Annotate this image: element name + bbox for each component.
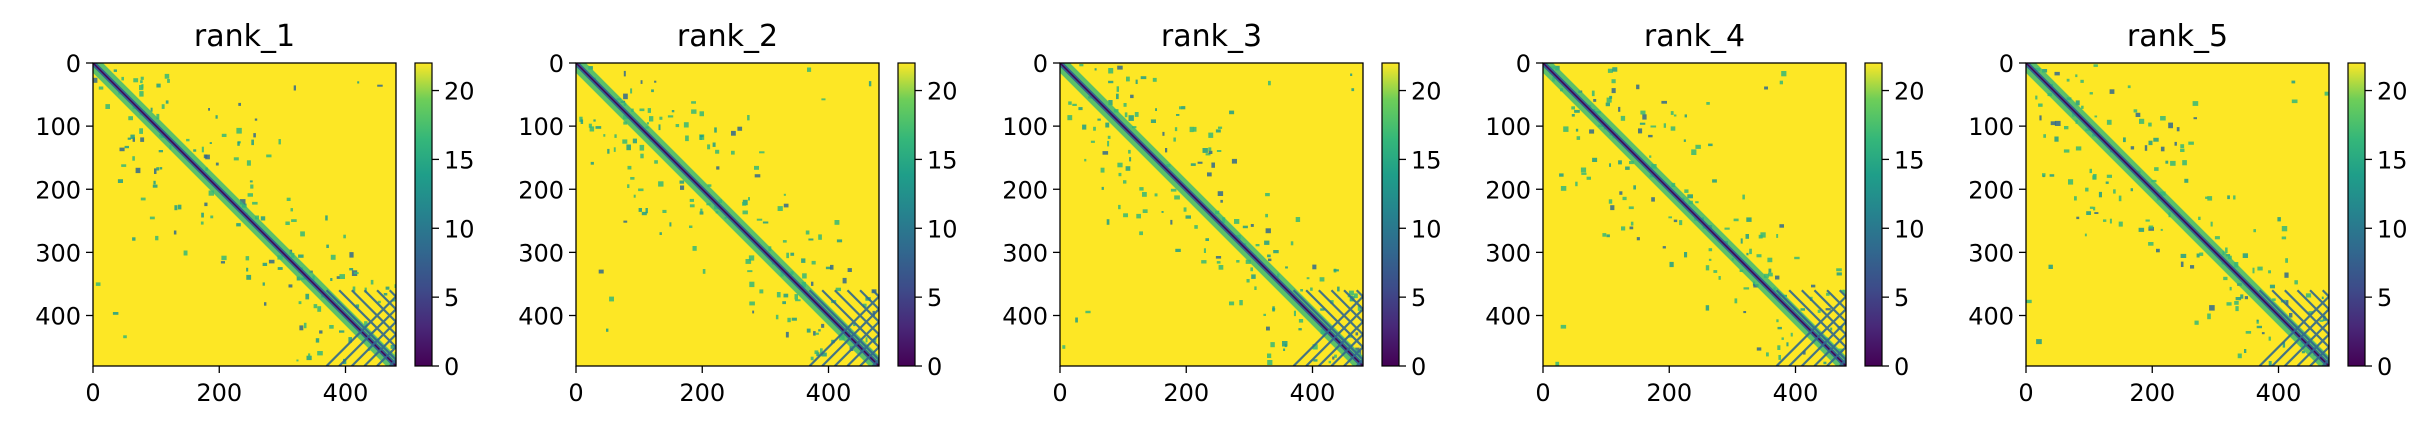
colorbar-tick-label: 15 [1894, 146, 1925, 174]
y-tick-label: 0 [1999, 50, 2014, 78]
colorbar-tick-label: 0 [444, 353, 459, 381]
heatmap-panel-5: rank_5 0 200 400 0 100 200 300 400 0 5 10 15 20 [1968, 19, 2407, 407]
colorbar-tick-label: 15 [444, 146, 475, 174]
x-tick-label: 400 [1290, 379, 1336, 407]
chart-title: rank_4 [1644, 19, 1745, 54]
colorbar-tick-label: 20 [1894, 78, 1925, 106]
chart-title: rank_5 [2127, 19, 2228, 54]
y-tick-label: 0 [1033, 50, 1048, 78]
y-tick-label: 0 [549, 50, 564, 78]
chart-title: rank_3 [1161, 19, 1262, 54]
heatmap-panel-1: rank_1 0 200 400 0 100 200 300 400 0 5 10 15 20 [35, 19, 474, 407]
x-tick-label: 0 [85, 379, 100, 407]
y-tick-label: 300 [35, 239, 81, 267]
axes-frame [1059, 62, 1364, 367]
crosshatch-region [808, 289, 879, 366]
crosshatch-region [325, 289, 396, 366]
y-tick-label: 100 [1002, 113, 1048, 141]
colorbar-tick-label: 15 [2377, 146, 2408, 174]
colorbar-tick-label: 20 [2377, 78, 2408, 106]
chart-title: rank_1 [194, 19, 295, 54]
crosshatch-region [2258, 289, 2329, 366]
crosshatch-region [1775, 289, 1846, 366]
crosshatch-region [1292, 289, 1363, 366]
x-tick-label: 0 [1535, 379, 1550, 407]
x-tick-label: 0 [2018, 379, 2033, 407]
x-tick-label: 200 [2129, 379, 2175, 407]
colorbar [1381, 62, 1400, 367]
x-tick-label: 400 [1773, 379, 1819, 407]
heatmap-content [2026, 63, 2329, 366]
colorbar-tick-label: 0 [1894, 353, 1909, 381]
colorbar-tick-label: 5 [2377, 284, 2392, 312]
heatmap-panel-2: rank_2 0 200 400 0 100 200 300 400 0 5 10 15 20 [518, 19, 957, 407]
x-tick-label: 0 [1052, 379, 1067, 407]
colorbar [897, 62, 916, 367]
colorbar-tick-label: 0 [2377, 353, 2392, 381]
x-tick-label: 400 [2256, 379, 2302, 407]
y-tick-label: 300 [1002, 239, 1048, 267]
axes-frame [575, 62, 880, 367]
heatmap-content [1060, 63, 1363, 366]
colorbar-tick-label: 15 [1411, 146, 1442, 174]
chart-title: rank_2 [677, 19, 778, 54]
colorbar-tick-label: 20 [927, 78, 958, 106]
axes-frame [92, 62, 397, 367]
colorbar-tick-label: 20 [1411, 78, 1442, 106]
y-tick-label: 100 [1485, 113, 1531, 141]
colorbar-tick-label: 5 [1894, 284, 1909, 312]
y-tick-label: 300 [1968, 239, 2014, 267]
y-tick-label: 200 [518, 176, 564, 204]
colorbar-tick-label: 5 [927, 284, 942, 312]
y-tick-label: 100 [518, 113, 564, 141]
colorbar-tick-label: 5 [1411, 284, 1426, 312]
heatmap-panel-3: rank_3 0 200 400 0 100 200 300 400 0 5 10 15 20 [1002, 19, 1441, 407]
colorbar [2347, 62, 2366, 367]
y-tick-label: 200 [1485, 176, 1531, 204]
colorbar-tick-label: 15 [927, 146, 958, 174]
y-tick-label: 200 [35, 176, 81, 204]
y-tick-label: 400 [35, 303, 81, 331]
heatmap-content [93, 63, 396, 366]
y-tick-label: 100 [35, 113, 81, 141]
colorbar-tick-label: 10 [2377, 215, 2408, 243]
x-tick-label: 0 [568, 379, 583, 407]
y-tick-label: 300 [1485, 239, 1531, 267]
y-tick-label: 400 [518, 303, 564, 331]
axes-frame [1542, 62, 1847, 367]
colorbar-tick-label: 0 [1411, 353, 1426, 381]
axes-frame [2025, 62, 2330, 367]
colorbar-tick-label: 10 [1411, 215, 1442, 243]
heatmap-content [576, 63, 879, 366]
colorbar-tick-label: 20 [444, 78, 475, 106]
y-tick-label: 200 [1968, 176, 2014, 204]
x-tick-label: 200 [1163, 379, 1209, 407]
colorbar-tick-label: 10 [927, 215, 958, 243]
x-tick-label: 400 [806, 379, 852, 407]
x-tick-label: 200 [1646, 379, 1692, 407]
colorbar-tick-label: 5 [444, 284, 459, 312]
colorbar-tick-label: 0 [927, 353, 942, 381]
y-tick-label: 400 [1968, 303, 2014, 331]
heatmap-panel-4: rank_4 0 200 400 0 100 200 300 400 0 5 10 15 20 [1485, 19, 1924, 407]
colorbar [1864, 62, 1883, 367]
colorbar [414, 62, 433, 367]
heatmap-content [1543, 63, 1846, 366]
y-tick-label: 0 [66, 50, 81, 78]
y-tick-label: 400 [1002, 303, 1048, 331]
y-tick-label: 300 [518, 239, 564, 267]
x-tick-label: 200 [196, 379, 242, 407]
y-tick-label: 200 [1002, 176, 1048, 204]
colorbar-tick-label: 10 [444, 215, 475, 243]
colorbar-tick-label: 10 [1894, 215, 1925, 243]
y-tick-label: 400 [1485, 303, 1531, 331]
y-tick-label: 100 [1968, 113, 2014, 141]
x-tick-label: 400 [323, 379, 369, 407]
y-tick-label: 0 [1516, 50, 1531, 78]
x-tick-label: 200 [679, 379, 725, 407]
